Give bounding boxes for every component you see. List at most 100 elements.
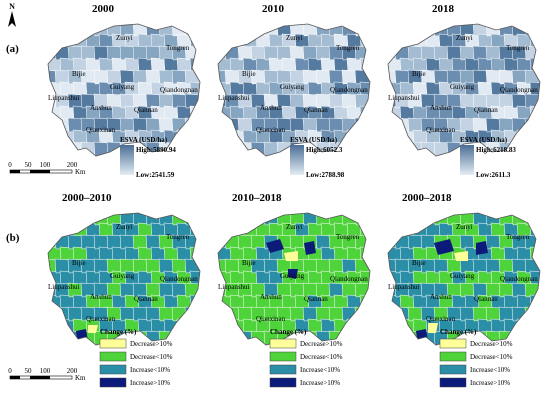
esva-color-ramp: [460, 145, 474, 175]
county-region: [218, 33, 234, 49]
county-region: [48, 129, 64, 145]
esva-legend-low: Low:2788.98: [306, 171, 345, 179]
county-region: [189, 318, 200, 334]
city-label-liupanshui: Liupanshui: [48, 283, 80, 291]
county-region: [54, 330, 72, 345]
county-region: [388, 141, 399, 156]
county-region: [48, 24, 59, 37]
city-label-qianxinan: Qianxinan: [426, 315, 456, 323]
legend-item-label: Increase>10%: [470, 379, 510, 387]
scale-tick-50: 50: [25, 161, 33, 169]
city-label-anshun: Anshun: [260, 293, 282, 301]
city-label-bijie: Bijie: [412, 259, 426, 267]
city-label-zunyi: Zunyi: [116, 223, 133, 231]
city-label-qiandongnan: Qiandongnan: [160, 275, 198, 283]
county-region: [529, 270, 540, 286]
city-label-qiandongnan: Qiandongnan: [500, 86, 538, 94]
city-label-qianxinan: Qianxinan: [86, 126, 116, 134]
county-region: [218, 318, 234, 334]
county-region: [189, 294, 200, 310]
county-region: [346, 318, 364, 334]
map-period-title: 2010–2018: [232, 192, 282, 204]
county-region: [189, 270, 200, 286]
county-region: [284, 251, 298, 261]
county-region: [218, 24, 229, 37]
county-region: [54, 24, 72, 37]
city-label-qianxinan: Qianxinan: [256, 315, 286, 323]
county-region: [237, 213, 255, 226]
county-region: [394, 24, 412, 37]
county-region: [407, 213, 425, 226]
legend-item-label: Decrease>10%: [130, 340, 173, 348]
legend-swatch: [439, 364, 467, 375]
county-region: [388, 24, 399, 37]
city-label-liupanshui: Liupanshui: [388, 283, 420, 291]
legend-item-label: Decrease<10%: [470, 353, 513, 361]
city-label-guiyang: Guiyang: [280, 83, 305, 91]
county-region: [407, 24, 425, 37]
map-year-title: 2018: [432, 3, 455, 15]
county-region: [224, 330, 242, 345]
city-label-qianxinan: Qianxinan: [256, 126, 286, 134]
change-legend-title: Change (%): [270, 328, 307, 336]
county-region: [394, 141, 412, 156]
county-region: [354, 258, 370, 274]
county-region: [524, 141, 540, 156]
county-region: [224, 141, 242, 156]
city-label-qiandongnan: Qiandongnan: [500, 275, 538, 283]
county-region: [359, 129, 370, 145]
county-region: [388, 222, 404, 238]
county-region: [224, 213, 242, 226]
legend-swatch: [99, 338, 127, 349]
county-region: [176, 129, 194, 145]
esva-legend-title: ESVA (USD/ha): [120, 136, 168, 144]
scale-tick-200: 200: [67, 367, 78, 375]
change-legend-title: Change (%): [440, 328, 477, 336]
city-label-tongren: Tongren: [166, 44, 190, 52]
county-region: [218, 117, 229, 133]
county-region: [388, 330, 399, 345]
county-region: [48, 318, 64, 334]
city-label-tongren: Tongren: [336, 44, 360, 52]
city-label-guiyang: Guiyang: [280, 272, 305, 280]
map-year-title: 2010: [262, 3, 285, 15]
county-region: [354, 330, 370, 345]
city-label-zunyi: Zunyi: [456, 34, 473, 42]
change-map-0: Zunyi Tongren Bijie Guiyang Qiandongnan Liupa…: [47, 192, 201, 346]
city-label-qiannan: Qiannan: [304, 295, 328, 303]
county-region: [88, 325, 98, 333]
legend-item-label: Increase>10%: [130, 379, 170, 387]
county-region: [354, 69, 370, 85]
county-region: [184, 258, 200, 274]
scalebar-top: 0 50 100 200 Km: [8, 161, 86, 176]
county-region: [304, 241, 316, 255]
city-label-liupanshui: Liupanshui: [388, 94, 420, 102]
city-label-qianxinan: Qianxinan: [86, 315, 116, 323]
city-label-guiyang: Guiyang: [110, 83, 135, 91]
county-region: [48, 306, 59, 322]
county-region: [218, 213, 229, 226]
esva-legend-low: Low:2541.59: [136, 171, 175, 179]
map-period-title: 2000–2018: [402, 192, 452, 204]
city-label-zunyi: Zunyi: [286, 34, 303, 42]
county-region: [388, 306, 399, 322]
city-label-qiannan: Qiannan: [134, 295, 158, 303]
legend-item-label: Increase>10%: [300, 379, 340, 387]
esva-legend-low: Low:2611.3: [476, 171, 511, 179]
county-region: [524, 258, 540, 274]
esva-legend-high: High:5890.94: [136, 146, 176, 154]
change-legend: Change (%) Decrease>10% Decrease<10% Increa…: [439, 328, 513, 388]
legend-swatch: [269, 364, 297, 375]
esva-color-ramp: [290, 145, 304, 175]
county-region: [48, 33, 64, 49]
legend-item-label: Increase<10%: [470, 366, 510, 374]
city-label-qianxinan: Qianxinan: [426, 126, 456, 134]
city-label-bijie: Bijie: [412, 70, 426, 78]
legend-swatch: [99, 364, 127, 375]
county-region: [388, 33, 404, 49]
city-label-qiandongnan: Qiandongnan: [330, 275, 368, 283]
county-region: [48, 213, 59, 226]
city-label-tongren: Tongren: [506, 233, 530, 241]
county-region: [48, 141, 59, 156]
county-region: [524, 330, 540, 345]
